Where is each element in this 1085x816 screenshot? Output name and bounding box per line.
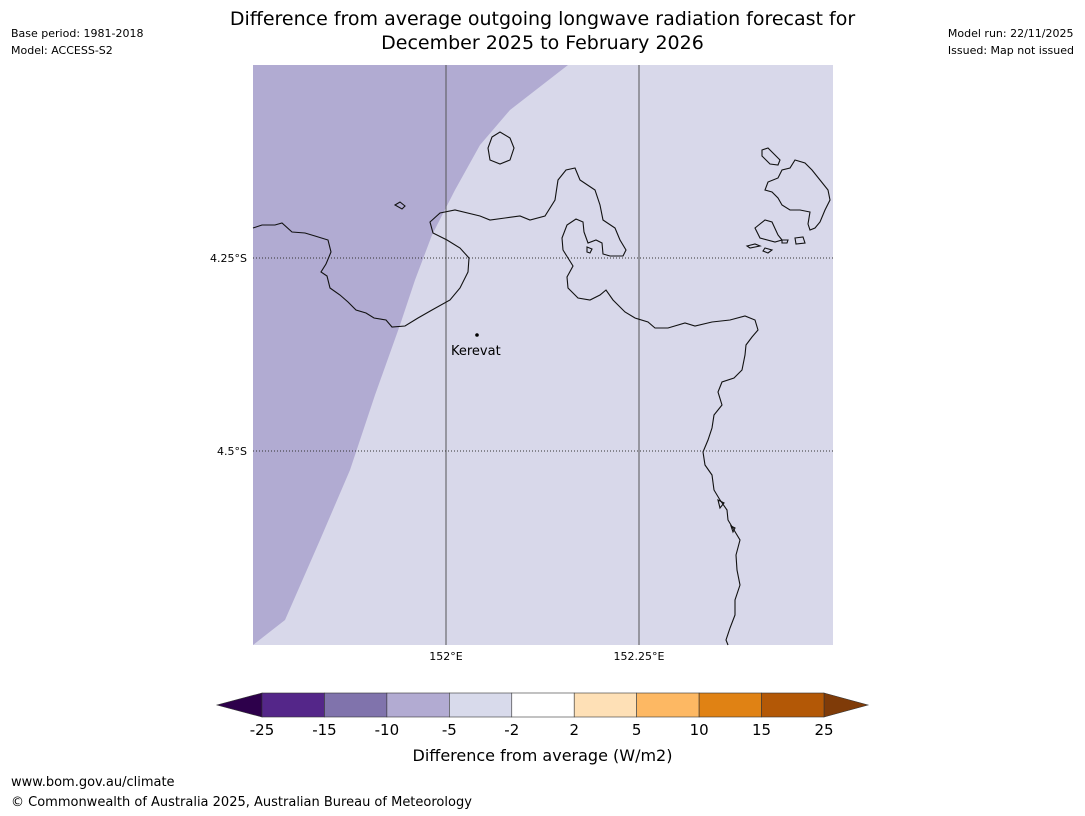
lon-label: 152°E: [429, 650, 462, 663]
colorbar-tick-label: 2: [569, 721, 579, 739]
lat-label: 4.25°S: [210, 252, 247, 265]
colorbar-tick-label: 5: [632, 721, 642, 739]
colorbar-segment: [511, 692, 575, 718]
colorbar-segment: [573, 692, 637, 718]
colorbar-segment: [698, 692, 762, 718]
title-line-2: December 2025 to February 2026: [381, 32, 704, 54]
footer-copyright: © Commonwealth of Australia 2025, Austra…: [11, 795, 472, 810]
title-line-1: Difference from average outgoing longwav…: [229, 8, 856, 30]
colorbar-segment: [449, 692, 513, 718]
issued-status: Issued: Map not issued: [947, 44, 1074, 57]
colorbar-tick-label: -25: [250, 721, 275, 739]
colorbar-under-extension: [215, 692, 263, 718]
model-run: Model run: 22/11/2025: [947, 27, 1074, 40]
lat-label: 4.5°S: [217, 445, 247, 458]
colorbar-segment: [386, 692, 450, 718]
model-name: Model: ACCESS-S2: [11, 44, 113, 57]
chart-title: Difference from average outgoing longwav…: [0, 7, 1085, 55]
colorbar-tick-label: -2: [504, 721, 519, 739]
colorbar-segment: [761, 692, 825, 718]
coastline: [252, 131, 831, 646]
place-label-kerevat: Kerevat: [451, 344, 501, 359]
footer-url: www.bom.gov.au/climate: [11, 775, 175, 790]
colorbar-tick-label: -15: [312, 721, 337, 739]
colorbar-tick-label: 25: [814, 721, 833, 739]
colorbar-tick-label: 15: [752, 721, 771, 739]
kerevat-marker: [475, 333, 479, 337]
meta-left: Base period: 1981-2018 Model: ACCESS-S2: [11, 25, 143, 59]
colorbar-segment: [261, 692, 325, 718]
lon-label: 152.25°E: [614, 650, 665, 663]
colorbar-tick-label: -5: [442, 721, 457, 739]
colorbar-segment: [636, 692, 700, 718]
meta-right: Model run: 22/11/2025 Issued: Map not is…: [948, 25, 1074, 59]
map-region-west: [253, 65, 568, 645]
colorbar: -25 -15 -10 -5 -2 2 5 10 15 25: [215, 692, 870, 739]
base-period: Base period: 1981-2018: [11, 27, 144, 40]
colorbar-over-extension: [823, 692, 870, 718]
colorbar-tick-label: 10: [690, 721, 709, 739]
colorbar-segment: [324, 692, 388, 718]
colorbar-label: Difference from average (W/m2): [412, 746, 673, 765]
colorbar-tick-label: -10: [375, 721, 400, 739]
